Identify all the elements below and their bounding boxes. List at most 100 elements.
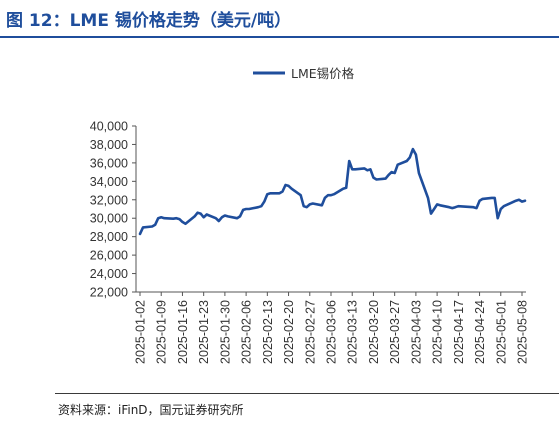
- data-point: [287, 185, 289, 187]
- data-point: [160, 216, 162, 218]
- data-point: [478, 200, 480, 202]
- data-point: [515, 200, 517, 202]
- x-tick-label: 2025-03-06: [325, 300, 339, 364]
- x-tick-label: 2025-02-06: [240, 300, 254, 364]
- data-point: [518, 199, 520, 201]
- data-point: [475, 207, 477, 209]
- x-tick-label: 2025-03-27: [388, 300, 402, 364]
- data-point: [418, 172, 420, 174]
- x-tick-label: 2025-02-20: [282, 300, 296, 364]
- data-point: [524, 200, 526, 202]
- chart-title: 图 12：LME 锡价格走势（美元/吨）: [6, 11, 292, 31]
- data-point: [448, 206, 450, 208]
- data-point: [412, 148, 414, 150]
- data-point: [139, 233, 141, 235]
- data-point: [206, 213, 208, 215]
- data-point: [178, 218, 180, 220]
- data-point: [491, 197, 493, 199]
- data-point: [324, 197, 326, 199]
- data-point: [151, 225, 153, 227]
- x-tick-label: 2025-05-01: [494, 300, 508, 364]
- data-point: [430, 212, 432, 214]
- x-tick-label: 2025-05-08: [516, 300, 530, 364]
- data-point: [257, 206, 259, 208]
- data-point: [181, 221, 183, 223]
- x-tick-label: 2025-02-27: [303, 300, 317, 364]
- data-point: [303, 205, 305, 207]
- data-point: [163, 217, 165, 219]
- data-point: [394, 172, 396, 174]
- x-tick-label: 2025-01-09: [155, 300, 169, 364]
- data-point: [500, 208, 502, 210]
- footer-divider: [55, 393, 559, 394]
- title-divider: [0, 36, 559, 38]
- data-point: [203, 216, 205, 218]
- data-point: [309, 203, 311, 205]
- data-point: [345, 187, 347, 189]
- data-point: [248, 208, 250, 210]
- x-tick-label: 2025-03-13: [346, 300, 360, 364]
- data-point: [278, 192, 280, 194]
- y-tick-label: 32,000: [90, 193, 128, 207]
- y-tick-label: 26,000: [90, 249, 128, 263]
- data-point: [227, 215, 229, 217]
- y-axis: 40,000 38,000 36,000 34,000 32,000 30,000 28,0…: [90, 120, 137, 300]
- y-tick-label: 28,000: [90, 230, 128, 244]
- x-tick-label: 2025-04-03: [409, 300, 423, 364]
- x-axis: 2025-01-02 2025-01-09 2025-01-16 2025-01-23…: [134, 291, 530, 364]
- data-point: [260, 205, 262, 207]
- x-tick-label: 2025-04-17: [452, 300, 466, 364]
- data-point: [263, 200, 265, 202]
- data-point: [406, 160, 408, 162]
- x-tick-label: 2025-04-10: [431, 300, 445, 364]
- data-point: [369, 168, 371, 170]
- data-point: [384, 177, 386, 179]
- legend: LME锡价格: [253, 66, 355, 81]
- data-point: [481, 198, 483, 200]
- source-note: 资料来源：iFinD，国元证券研究所: [58, 403, 244, 417]
- data-point: [457, 205, 459, 207]
- data-point: [472, 206, 474, 208]
- data-points: [139, 148, 526, 235]
- data-point: [175, 217, 177, 219]
- data-point: [521, 200, 523, 202]
- data-point: [494, 197, 496, 199]
- data-point: [427, 197, 429, 199]
- data-point: [245, 208, 247, 210]
- data-point: [284, 184, 286, 186]
- x-tick-label: 2025-02-13: [261, 300, 275, 364]
- x-tick-label: 2025-01-23: [197, 300, 211, 364]
- data-point: [439, 204, 441, 206]
- data-point: [196, 212, 198, 214]
- data-point: [266, 193, 268, 195]
- y-tick-label: 22,000: [90, 286, 128, 300]
- y-tick-label: 40,000: [90, 120, 128, 134]
- x-tick-label: 2025-04-24: [473, 300, 487, 364]
- x-tick-label: 2025-01-16: [176, 300, 190, 364]
- data-point: [218, 220, 220, 222]
- data-point: [154, 224, 156, 226]
- line-chart: LME锡价格 40,000 38,000 36,000 34,000 32,000 30,…: [90, 66, 530, 364]
- data-point: [184, 223, 186, 225]
- data-point: [221, 216, 223, 218]
- data-point: [375, 178, 377, 180]
- x-tick-label: 2025-01-02: [134, 300, 148, 364]
- data-point: [390, 171, 392, 173]
- x-tick-label: 2025-01-30: [218, 300, 232, 364]
- data-point: [366, 169, 368, 171]
- data-point: [300, 194, 302, 196]
- data-point: [363, 167, 365, 169]
- data-point: [409, 156, 411, 158]
- data-point: [269, 192, 271, 194]
- data-point: [354, 168, 356, 170]
- data-point: [454, 206, 456, 208]
- data-point: [312, 202, 314, 204]
- data-point: [351, 168, 353, 170]
- data-point: [333, 193, 335, 195]
- data-point: [236, 217, 238, 219]
- x-tick-label: 2025-03-20: [367, 300, 381, 364]
- data-point: [327, 194, 329, 196]
- data-point: [451, 207, 453, 209]
- y-tick-label: 34,000: [90, 175, 128, 189]
- data-point: [415, 153, 417, 155]
